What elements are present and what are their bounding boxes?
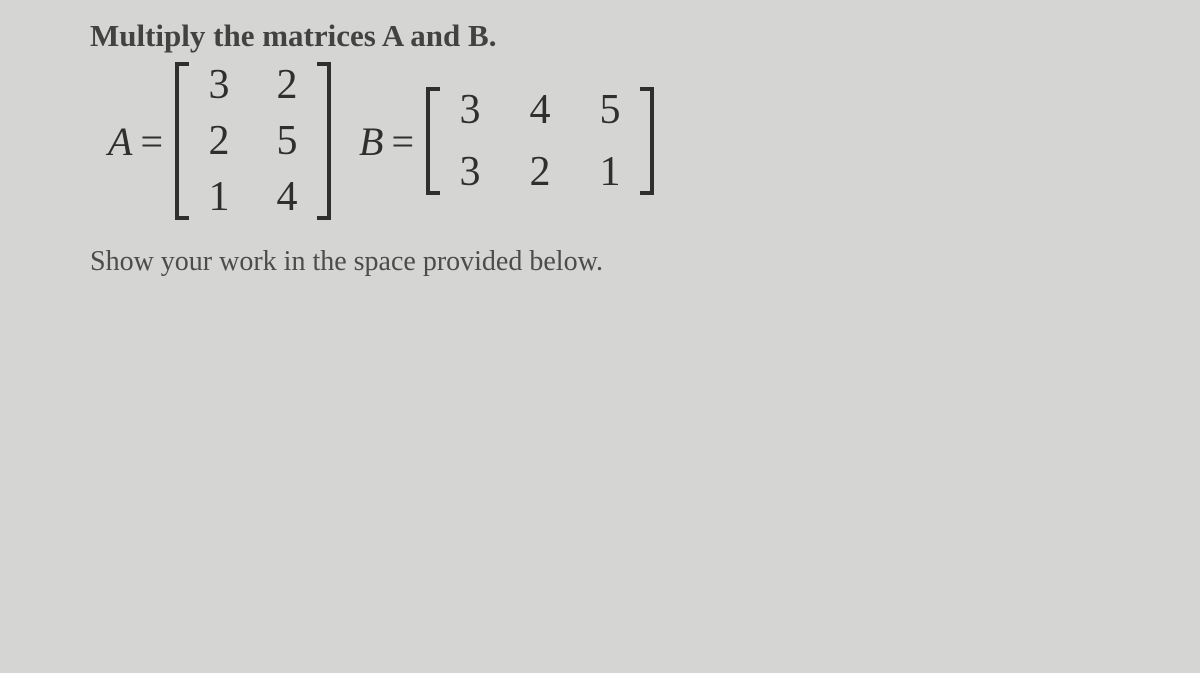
matrix-cell: 2 [520,151,560,193]
bracket-left-icon [175,62,189,220]
matrix-cell: 4 [267,176,307,218]
matrix-b-equation: B = 345 321 [359,87,654,195]
matrix-cell: 1 [590,151,630,193]
matrix-a-var: A [108,118,132,165]
matrix-cell: 3 [450,151,490,193]
bracket-left-icon [426,87,440,195]
equals-sign: = [140,118,163,165]
bracket-right-icon [317,62,331,220]
matrix-cell: 5 [267,120,307,162]
question-prompt: Multiply the matrices A and B. [90,18,1200,54]
matrix-cell: 4 [520,89,560,131]
matrix-b-var: B [359,118,383,165]
equals-sign: = [391,118,414,165]
matrix-cell: 2 [267,64,307,106]
page-content: Multiply the matrices A and B. A = 32251… [0,0,1200,278]
matrix-b-grid: 345 321 [440,87,640,195]
matrix-a-grid: 322514 [189,62,317,220]
equations-row: A = 322514 B = 345321 [108,62,1200,220]
matrix-cell: 2 [199,120,239,162]
matrix-cell: 3 [450,89,490,131]
matrix-a-equation: A = 322514 [108,62,331,220]
matrix-a: 322514 [175,62,331,220]
matrix-cell: 1 [199,176,239,218]
instruction-text: Show your work in the space provided bel… [90,246,1200,278]
matrix-cell: 3 [199,64,239,106]
bracket-right-icon [640,87,654,195]
matrix-cell: 5 [590,89,630,131]
matrix-b: 345 321 [426,87,654,195]
